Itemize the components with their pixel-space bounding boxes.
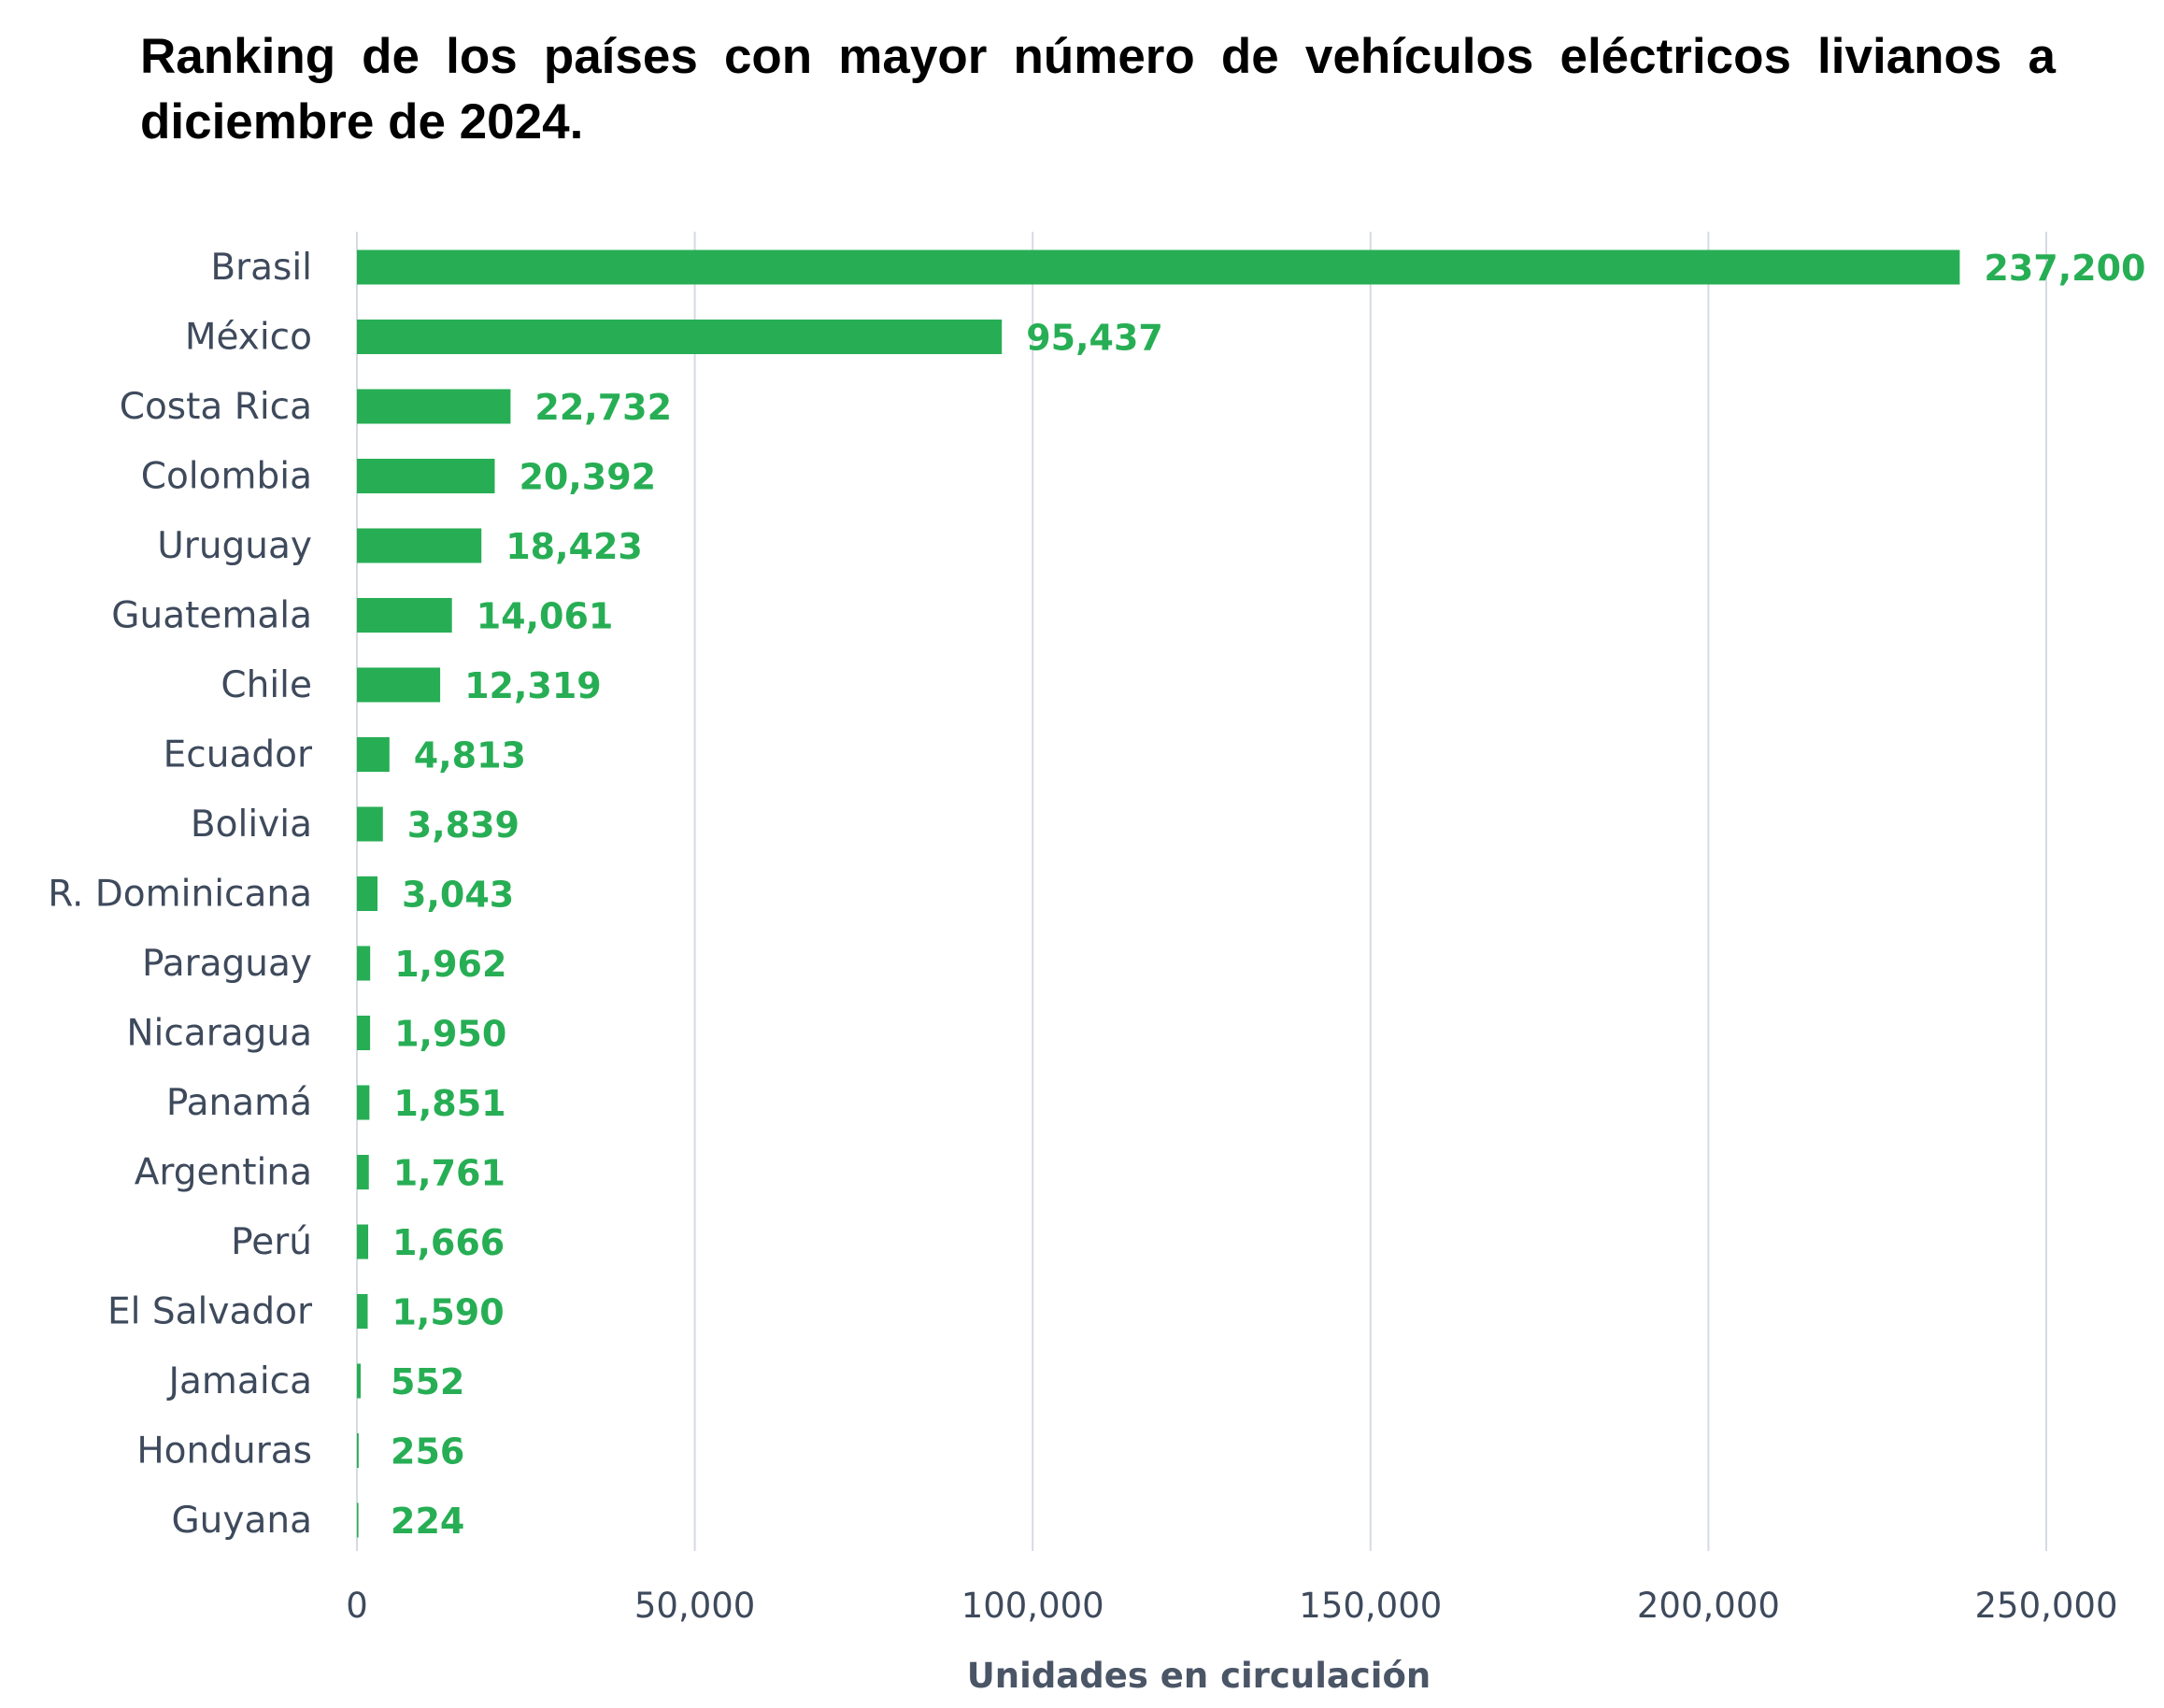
data-label: 1,851	[393, 1083, 505, 1124]
data-labels: 237,200 95,437 22,732 20,392 18,423 14,061 12,…	[391, 248, 2146, 1542]
bar	[357, 320, 1003, 354]
category-label: Perú	[231, 1221, 312, 1263]
category-label: Costa Rica	[120, 386, 312, 428]
category-label: Colombia	[141, 456, 312, 498]
data-label: 14,061	[477, 596, 614, 637]
category-label: México	[185, 317, 312, 359]
x-tick-label: 250,000	[1974, 1586, 2117, 1626]
data-label: 20,392	[519, 457, 656, 498]
data-label: 1,590	[392, 1292, 504, 1333]
data-label: 1,962	[394, 944, 506, 985]
gridlines	[356, 232, 2047, 1551]
category-label: Paraguay	[142, 943, 312, 985]
category-label: Honduras	[136, 1430, 312, 1473]
category-label: Chile	[221, 664, 312, 706]
category-label: Bolivia	[191, 804, 312, 846]
bars	[357, 249, 1960, 1538]
category-labels: Brasil México Costa Rica Colombia Uruguay Gua…	[48, 247, 313, 1542]
category-label: Guyana	[171, 1500, 312, 1542]
category-label: Brasil	[210, 247, 312, 289]
category-label: Uruguay	[157, 525, 312, 567]
category-label: R. Dominicana	[48, 874, 312, 916]
x-axis-title: Unidades en circulación	[967, 1656, 1431, 1696]
bar	[357, 876, 378, 911]
bar	[357, 528, 482, 563]
bar	[357, 737, 390, 772]
x-tick-label: 100,000	[961, 1586, 1104, 1626]
x-tick-label: 150,000	[1299, 1586, 1442, 1626]
category-label: Guatemala	[111, 595, 312, 637]
bar	[357, 806, 383, 842]
data-label: 1,666	[392, 1222, 505, 1263]
bar	[357, 1433, 359, 1468]
data-label: 3,043	[402, 875, 514, 916]
category-label: Argentina	[135, 1152, 312, 1194]
data-label: 224	[391, 1501, 464, 1542]
bar	[357, 1502, 359, 1538]
data-label: 95,437	[1026, 318, 1163, 359]
bar	[357, 667, 441, 703]
data-label: 12,319	[464, 665, 602, 706]
x-tick-label: 0	[346, 1586, 368, 1626]
data-label: 22,732	[534, 387, 672, 428]
x-tick-labels: 0 50,000 100,000 150,000 200,000 250,000	[346, 1586, 2117, 1626]
bar	[357, 1224, 369, 1260]
bar	[357, 389, 511, 424]
data-label: 237,200	[1984, 248, 2145, 289]
chart-title: Ranking de los países con mayor número d…	[140, 29, 2056, 149]
category-label: Ecuador	[164, 734, 313, 776]
data-label: 4,813	[414, 735, 526, 776]
bar	[357, 459, 495, 493]
bar	[357, 1363, 361, 1399]
data-label: 18,423	[505, 526, 643, 567]
category-label: Nicaragua	[126, 1013, 312, 1055]
x-tick-label: 50,000	[634, 1586, 755, 1626]
category-label: El Salvador	[107, 1291, 313, 1333]
data-label: 1,761	[393, 1153, 505, 1194]
bar	[357, 249, 1960, 285]
data-label: 3,839	[407, 804, 520, 846]
bar	[357, 1085, 370, 1120]
bar	[357, 946, 371, 981]
data-label: 1,950	[394, 1014, 506, 1055]
data-label: 552	[391, 1361, 464, 1402]
x-tick-label: 200,000	[1637, 1586, 1780, 1626]
bar	[357, 598, 452, 633]
data-label: 256	[391, 1431, 464, 1473]
category-label: Panamá	[166, 1082, 312, 1124]
bar	[357, 1294, 368, 1329]
bar	[357, 1155, 369, 1189]
bar	[357, 1016, 371, 1050]
category-label: Jamaica	[166, 1360, 312, 1402]
